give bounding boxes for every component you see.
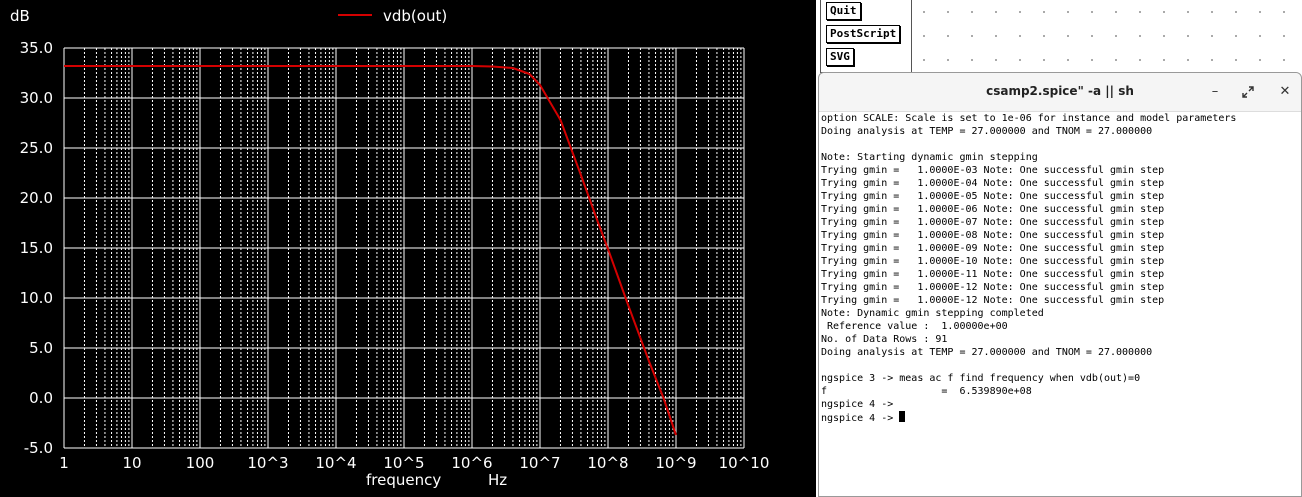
terminal-line: ngspice 3 -> meas ac f find frequency wh…	[821, 373, 1141, 384]
terminal-line: Trying gmin = 1.0000E-12 Note: One succe…	[821, 295, 1165, 306]
terminal-line: Note: Dynamic gmin stepping completed	[821, 308, 1044, 319]
x-tick-label: 10	[122, 454, 141, 472]
x-tick-label: 10^6	[451, 454, 492, 472]
terminal-line: Trying gmin = 1.0000E-07 Note: One succe…	[821, 217, 1165, 228]
y-tick-label: 25.0	[20, 139, 53, 157]
plot-button-panel: Quit PostScript SVG	[820, 0, 912, 73]
y-tick-label: -5.0	[24, 439, 53, 457]
x-tick-label: 10^3	[247, 454, 288, 472]
x-tick-label: 10^5	[383, 454, 424, 472]
terminal-line: Trying gmin = 1.0000E-10 Note: One succe…	[821, 256, 1165, 267]
terminal-title: csamp2.spice" -a || sh	[986, 84, 1134, 98]
terminal-line: Trying gmin = 1.0000E-06 Note: One succe…	[821, 204, 1165, 215]
close-icon[interactable]: ✕	[1279, 84, 1291, 99]
minimize-icon[interactable]: –	[1211, 84, 1219, 99]
terminal-line: Reference value : 1.00000e+00	[821, 321, 1008, 332]
y-unit-label: dB	[10, 7, 30, 25]
terminal-cursor	[899, 411, 906, 422]
terminal-line: f = 6.539890e+08	[821, 386, 1032, 397]
terminal-line: Trying gmin = 1.0000E-04 Note: One succe…	[821, 178, 1165, 189]
x-axis-label: frequency	[366, 471, 441, 489]
y-tick-label: 35.0	[20, 39, 53, 57]
x-tick-label: 10^9	[655, 454, 696, 472]
terminal-window[interactable]: csamp2.spice" -a || sh – ✕ option SCALE:…	[818, 72, 1302, 497]
svg-button[interactable]: SVG	[826, 48, 854, 66]
terminal-line: Doing analysis at TEMP = 27.000000 and T…	[821, 126, 1153, 137]
x-tick-label: 10^10	[719, 454, 770, 472]
terminal-line: No. of Data Rows : 91	[821, 334, 948, 345]
x-tick-label: 100	[186, 454, 215, 472]
x-unit-label: Hz	[488, 471, 507, 489]
terminal-line: ngspice 4 ->	[821, 411, 1301, 424]
terminal-line: option SCALE: Scale is set to 1e-06 for …	[821, 113, 1237, 124]
quit-button[interactable]: Quit	[826, 2, 861, 20]
y-tick-label: 15.0	[20, 239, 53, 257]
y-tick-label: 10.0	[20, 289, 53, 307]
y-tick-label: 30.0	[20, 89, 53, 107]
terminal-line: Trying gmin = 1.0000E-09 Note: One succe…	[821, 243, 1165, 254]
maximize-icon[interactable]	[1239, 83, 1257, 101]
y-tick-label: 0.0	[29, 389, 53, 407]
terminal-line: Note: Starting dynamic gmin stepping	[821, 152, 1038, 163]
terminal-line: Doing analysis at TEMP = 27.000000 and T…	[821, 347, 1153, 358]
plot-window: 1 10 100 10^3 10^4 10^5 10^6 10^7 10^8 10^9 10^10 3…	[0, 0, 816, 497]
terminal-line: Trying gmin = 1.0000E-08 Note: One succe…	[821, 230, 1165, 241]
legend-label: vdb(out)	[383, 7, 447, 25]
terminal-line: Trying gmin = 1.0000E-12 Note: One succe…	[821, 282, 1165, 293]
x-tick-label: 10^4	[315, 454, 356, 472]
terminal-line	[821, 138, 1301, 151]
terminal-line: Trying gmin = 1.0000E-03 Note: One succe…	[821, 165, 1165, 176]
terminal-line: Trying gmin = 1.0000E-05 Note: One succe…	[821, 191, 1165, 202]
terminal-output[interactable]: option SCALE: Scale is set to 1e-06 for …	[821, 112, 1301, 496]
terminal-titlebar[interactable]: csamp2.spice" -a || sh – ✕	[819, 73, 1301, 112]
series-line-vdb-out	[64, 65, 677, 436]
plot-canvas: 1 10 100 10^3 10^4 10^5 10^6 10^7 10^8 10^9 10^10 3…	[10, 7, 770, 489]
x-tick-label: 10^8	[587, 454, 628, 472]
y-tick-label: 20.0	[20, 189, 53, 207]
terminal-line: Trying gmin = 1.0000E-11 Note: One succe…	[821, 269, 1165, 280]
x-tick-label: 1	[59, 454, 69, 472]
x-tick-label: 10^7	[519, 454, 560, 472]
postscript-button[interactable]: PostScript	[826, 25, 901, 43]
terminal-line: ngspice 4 ->	[821, 399, 894, 410]
terminal-line	[821, 359, 1301, 372]
y-tick-label: 5.0	[29, 339, 53, 357]
